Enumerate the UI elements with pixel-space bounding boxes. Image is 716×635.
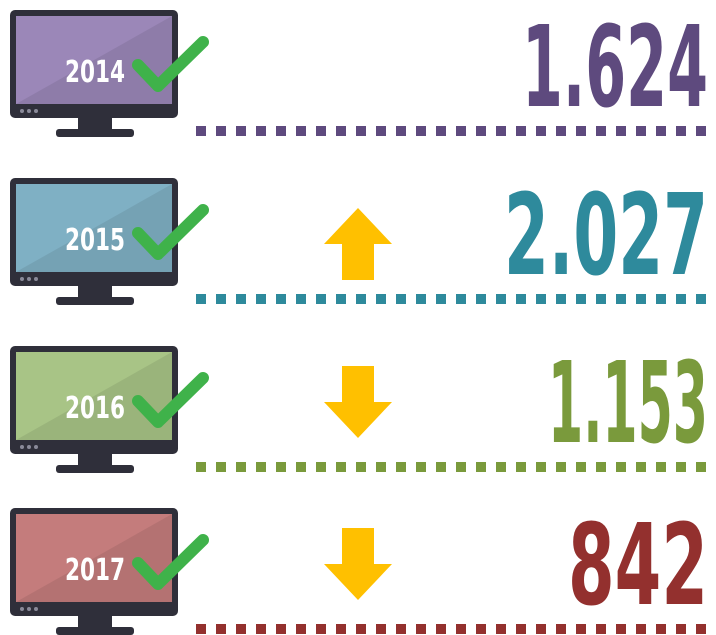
value-text: 1.153 <box>548 339 708 469</box>
year-label: 2014 <box>65 55 125 90</box>
monitor-dot <box>20 445 24 449</box>
check-mark <box>132 36 209 92</box>
monitor-screen <box>16 16 172 104</box>
monitor-dot <box>27 109 31 113</box>
screen-shine <box>16 184 172 272</box>
row: 2015 2.027 <box>10 171 710 305</box>
monitor-dot <box>27 445 31 449</box>
arrow-down <box>324 528 392 600</box>
monitor-base <box>56 129 134 137</box>
value-text: 842 <box>568 501 708 631</box>
year-label: 2017 <box>65 553 125 588</box>
monitor-dot <box>34 445 38 449</box>
monitor-base <box>56 465 134 473</box>
monitor-dot <box>27 277 31 281</box>
check-mark <box>132 534 209 590</box>
monitor-stand <box>78 118 112 130</box>
year-label: 2015 <box>65 223 125 258</box>
monitor-dot <box>34 109 38 113</box>
monitor-screen <box>16 352 172 440</box>
monitor-stand <box>78 616 112 628</box>
monitor-stand <box>78 286 112 298</box>
monitor-dot <box>20 109 24 113</box>
check-mark <box>132 372 209 428</box>
monitor-dot <box>20 607 24 611</box>
screen-shine <box>16 352 172 440</box>
row: 2017 842 <box>10 501 710 635</box>
monitor-dot <box>20 277 24 281</box>
arrow-up <box>324 208 392 280</box>
value-text: 2.027 <box>504 171 708 301</box>
screen-shine <box>16 514 172 602</box>
screen-shine <box>16 16 172 104</box>
arrow-down <box>324 366 392 438</box>
year-label: 2016 <box>65 391 125 426</box>
check-mark <box>132 204 209 260</box>
monitor-base <box>56 627 134 635</box>
monitor-dot <box>34 607 38 611</box>
monitor-dot <box>34 277 38 281</box>
value-text: 1.624 <box>522 3 708 133</box>
monitor-stand <box>78 454 112 466</box>
monitor-dot <box>27 607 31 611</box>
monitor-base <box>56 297 134 305</box>
monitor-screen <box>16 514 172 602</box>
row: 2014 1.624 <box>10 3 710 137</box>
monitor-screen <box>16 184 172 272</box>
row: 2016 1.153 <box>10 339 710 473</box>
